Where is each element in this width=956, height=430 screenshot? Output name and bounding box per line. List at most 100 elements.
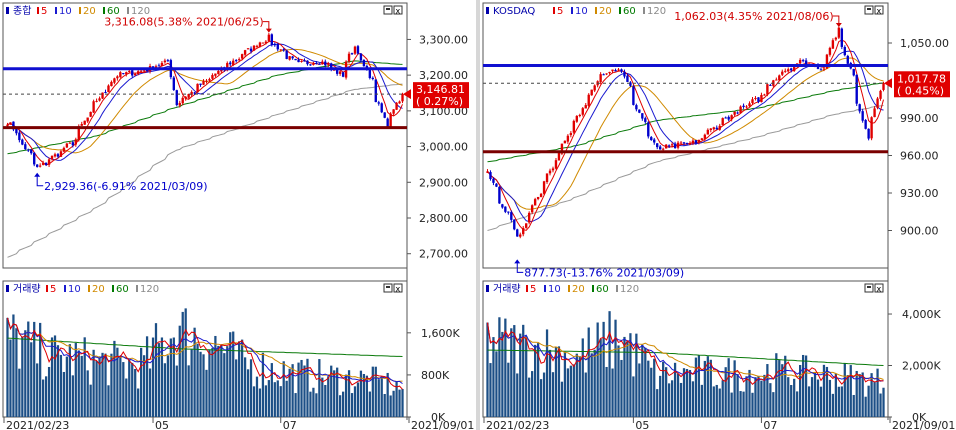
volume-bar: [243, 357, 247, 417]
volume-ma10-line: [487, 322, 884, 382]
volume-bar: [140, 347, 143, 417]
candle: [202, 80, 205, 85]
volume-bar: [297, 362, 300, 417]
candle: [522, 227, 525, 235]
volume-bar: [157, 343, 161, 417]
high-annotation-arrow-icon: [265, 28, 272, 33]
volume-bar: [804, 355, 808, 417]
volume-bar: [718, 388, 721, 417]
price-tick-label: 3,000.00: [419, 141, 468, 154]
volume-bar: [492, 337, 495, 417]
x-tick-label: 07: [763, 419, 777, 430]
candle: [876, 98, 879, 108]
volume-bar: [350, 393, 354, 417]
volume-bar: [864, 396, 867, 417]
volume-bar: [504, 318, 507, 417]
candle: [211, 75, 214, 79]
candle: [297, 59, 300, 63]
legend-ma-60: 60: [623, 6, 636, 17]
volume-bar: [246, 369, 250, 417]
volume-bar: [733, 360, 736, 417]
candle: [53, 154, 57, 157]
volume-bar: [665, 367, 668, 417]
volume-bar: [542, 372, 546, 417]
legend-ma-swatch: [127, 7, 129, 14]
low-annotation-leader: [36, 173, 44, 187]
volume-bar: [602, 321, 605, 417]
candle: [519, 234, 522, 237]
candle: [563, 140, 567, 144]
volume-bar: [80, 355, 83, 417]
current-price-change: ( 0.27%): [416, 95, 463, 108]
candle: [560, 143, 564, 154]
candle: [273, 44, 276, 46]
candle: [846, 55, 849, 64]
candle: [395, 102, 398, 110]
volume-bar: [285, 380, 288, 417]
candle: [362, 59, 366, 67]
volume-bar: [697, 355, 701, 417]
candle: [798, 59, 802, 64]
candle: [605, 73, 608, 75]
volume-bar: [548, 349, 552, 417]
candle: [855, 74, 858, 104]
candle: [324, 61, 327, 66]
candle: [374, 79, 377, 103]
price-tick-label: 3,200.00: [419, 69, 468, 82]
candle: [196, 83, 199, 93]
candle: [587, 94, 590, 106]
legend-ma-5: 5: [41, 6, 47, 17]
volume-bar: [662, 361, 665, 417]
candle: [377, 102, 380, 104]
current-price-tag: [413, 82, 469, 109]
candle: [834, 37, 838, 40]
volume-bar: [685, 369, 689, 417]
candle: [778, 75, 781, 81]
current-price-arrow-icon: [884, 78, 892, 89]
volume-bar: [525, 336, 528, 417]
volume-bar: [324, 384, 327, 417]
candle: [792, 66, 796, 71]
volume-tick-label: 1,600K: [421, 327, 460, 340]
volume-bar: [536, 343, 540, 417]
volume-bar: [68, 344, 71, 417]
volume-bar: [371, 366, 374, 417]
current-price-arrow-icon: [403, 89, 411, 100]
volume-bar: [531, 371, 534, 417]
candle: [879, 90, 882, 99]
price-tick-label: 960.00: [900, 150, 939, 163]
volume-bar: [730, 392, 733, 417]
candle: [730, 115, 733, 120]
candle: [341, 72, 345, 77]
volume-bar: [151, 337, 155, 417]
legend-ma-20: 20: [92, 284, 105, 295]
volume-bar: [214, 335, 217, 417]
legend-bar: [484, 4, 887, 16]
current-price-value: 3,146.81: [416, 83, 465, 96]
volume-bar: [489, 363, 492, 417]
x-tick-label: 05: [155, 419, 169, 430]
volume-bar: [843, 363, 846, 417]
volume-bar: [667, 383, 671, 417]
candle: [312, 63, 315, 65]
legend-marker-icon: [6, 285, 9, 292]
volume-bar: [507, 362, 510, 417]
volume-bar: [12, 314, 15, 417]
volume-bar: [569, 365, 572, 417]
candle: [335, 69, 339, 74]
volume-bar: [748, 369, 751, 417]
legend-ma-swatch: [103, 7, 105, 14]
volume-bar: [330, 365, 333, 417]
candle: [757, 97, 760, 102]
candle: [653, 139, 656, 143]
volume-bar: [691, 381, 695, 417]
legend-marker-icon: [486, 7, 489, 14]
volume-bar: [347, 370, 351, 417]
volume-bar: [181, 311, 184, 417]
volume-bar: [593, 349, 596, 417]
volume-bar: [656, 389, 659, 417]
candle: [870, 117, 873, 139]
volume-bar: [801, 354, 805, 417]
legend-ma-swatch: [88, 285, 90, 292]
legend-ma-swatch: [136, 285, 138, 292]
